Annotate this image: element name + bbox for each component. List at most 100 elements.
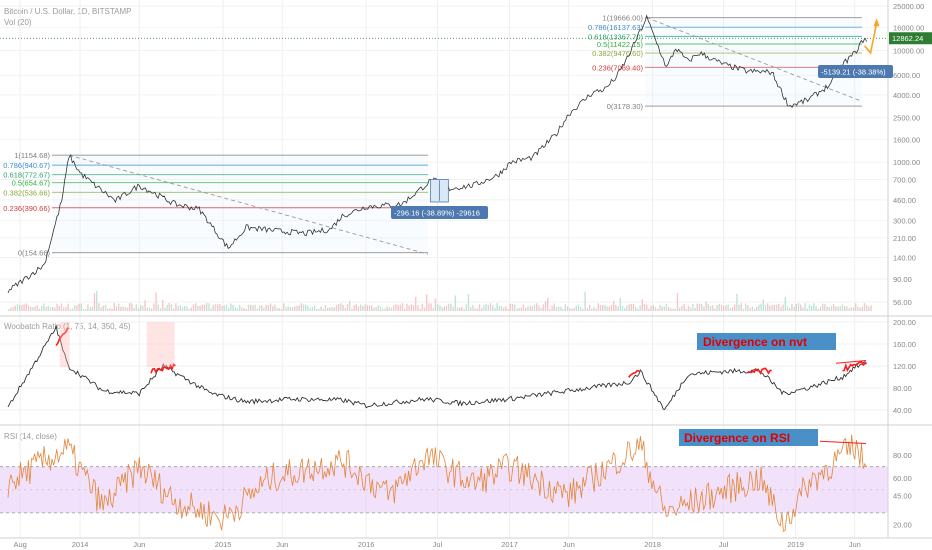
volume-bar [514,304,516,311]
volume-bar [397,304,399,311]
x-axis-tick-label: 2016 [358,540,375,549]
volume-bar [217,304,219,311]
volume-bar [681,305,683,311]
volume-bar [333,307,335,311]
nvt-axis-tick-label: 40.00 [893,406,912,415]
volume-bar [593,306,595,311]
rsi-callout-text: Divergence on RSI [684,431,790,445]
volume-bar [38,308,41,311]
volume-bar [177,305,179,311]
volume-bar [155,292,157,311]
volume-bar [404,308,406,311]
volume-bar [287,306,289,311]
volume-bar [619,297,621,311]
volume-bar [300,303,302,311]
volume-bar [584,291,586,311]
price-axis-tick-label: 140.00 [893,254,916,263]
volume-bar [313,305,316,311]
volume-bar [718,303,720,311]
symbol-title: Bitcoin / U.S. Dollar, 1D, BITSTAMP [4,7,132,16]
volume-bar [496,303,498,311]
volume-bar [716,305,718,311]
volume-bar [63,307,65,311]
volume-bar [89,307,91,311]
volume-bar [841,304,844,311]
volume-bar [624,308,626,311]
volume-bar [822,303,824,311]
rsi-divergence-line [819,440,867,445]
volume-bar [549,308,551,311]
volume-bar [122,306,124,311]
volume-bar [734,304,736,311]
volume-bar [672,308,674,311]
volume-bar [674,308,676,311]
volume-bar [859,307,861,311]
volume-bar [142,305,144,311]
volume-bar [32,307,34,311]
volume-bar [762,299,764,311]
volume-bar [736,293,738,311]
x-axis-tick-label: Jun [276,540,288,549]
volume-bar [450,304,452,311]
volume-bar [540,307,542,311]
volume-bar [643,303,646,311]
price-axis-tick-label: 16000.00 [893,24,924,33]
rsi-line [7,434,867,532]
volume-bar [10,307,12,311]
volume-bar [531,306,533,311]
volume-bar [797,303,800,311]
volume-bar [118,303,120,311]
volume-bar [533,304,536,311]
volume-bar [727,304,729,311]
volume-bar [133,308,135,311]
volume-bar [184,306,186,311]
volume-bar [30,306,32,311]
volume-bar [221,305,223,311]
volume-bar [276,307,278,311]
volume-bar [148,307,151,311]
volume-bar [529,305,531,311]
volume-bar [599,305,602,311]
volume-bar [467,294,470,311]
volume-bar [338,304,340,311]
volume-bar [632,303,635,311]
volume-bar [817,308,819,311]
rsi-indicator-label: RSI (14, close) [4,432,57,441]
volume-bar [476,308,478,311]
volume-bar [498,306,500,311]
volume-bar [478,304,481,311]
volume-bar [742,308,745,311]
price-axis-tick-label: 56.00 [893,298,912,307]
volume-bar [135,304,137,311]
volume-bar [701,303,703,311]
volume-bar [795,303,797,311]
volume-bar [124,306,126,311]
volume-bar [406,303,408,311]
volume-bar [712,305,714,311]
volume-bar [621,305,624,311]
nvt-axis-tick-label: 120.00 [893,362,916,371]
volume-bar [652,305,654,311]
current-price-value: 12862.24 [892,34,923,43]
volume-bar [256,308,258,311]
volume-bar [595,308,597,311]
volume-bar [102,305,104,311]
volume-bar [839,306,841,311]
volume-bar [285,307,287,311]
volume-bar [813,303,815,311]
volume-bar [474,308,476,311]
volume-bar [164,307,166,311]
volume-bar [771,304,773,311]
volume-bar [705,301,707,311]
volume-bar [199,306,201,311]
volume-bar [437,303,439,311]
price-axis-tick-label: 1000.00 [893,158,920,167]
volume-bar [617,306,619,311]
volume-bar [782,304,784,311]
volume-bar [179,305,181,311]
x-axis-tick-label: 2014 [72,540,89,549]
volume-bar [503,307,505,311]
volume-bar [824,304,826,311]
volume-bar [866,305,868,311]
